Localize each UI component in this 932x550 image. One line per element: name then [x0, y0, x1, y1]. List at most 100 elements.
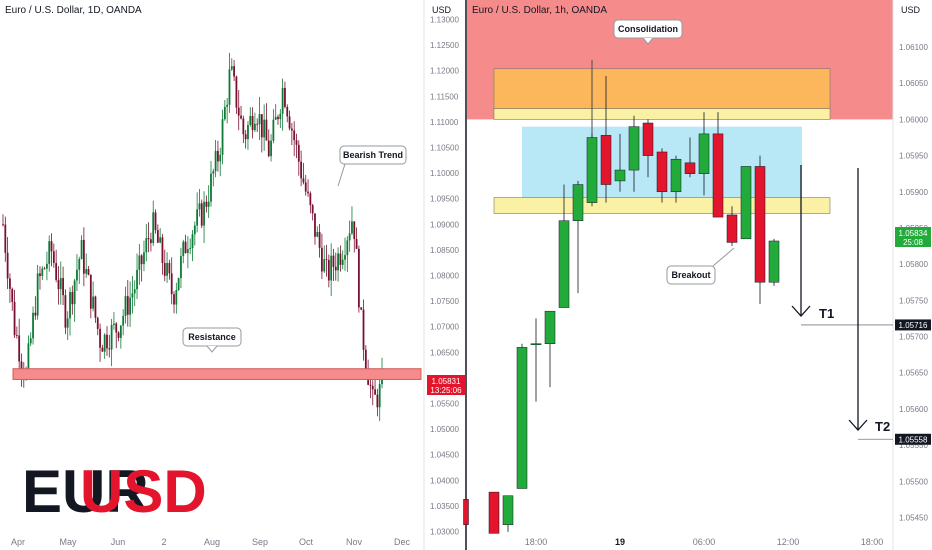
- daily-candle-body: [309, 193, 312, 206]
- upper-range-band: [493, 108, 831, 120]
- daily-candle-body: [318, 231, 321, 248]
- daily-candle-body: [62, 278, 64, 296]
- daily-candle-body: [39, 273, 41, 277]
- right-price-tick: 1.06000: [899, 115, 928, 124]
- daily-candle-body: [152, 212, 155, 244]
- hourly-candle-body: [740, 166, 752, 240]
- daily-candle-body: [96, 317, 99, 329]
- daily-candle-body: [274, 116, 277, 120]
- left-price-tick: 1.12500: [430, 41, 459, 50]
- brand-logo: EUR USD: [22, 458, 207, 525]
- daily-candle-body: [124, 296, 127, 316]
- daily-candle-body: [226, 104, 229, 107]
- right-time-tick: 12:00: [777, 537, 800, 547]
- daily-candle-body: [371, 385, 374, 390]
- daily-candle-body: [159, 237, 162, 243]
- daily-candle-body: [101, 347, 104, 352]
- left-price-tick: 1.04000: [430, 476, 459, 485]
- daily-candle-body: [321, 247, 323, 272]
- left-price-tick: 1.09000: [430, 220, 459, 229]
- right-price-tick: 1.05700: [899, 333, 928, 342]
- daily-candle-body: [281, 87, 284, 114]
- left-price-tick: 1.13000: [430, 15, 459, 24]
- left-panel: Euro / U.S. Dollar, 1D, OANDA USD 1.1300…: [2, 0, 465, 550]
- daily-candle-body: [244, 134, 247, 140]
- daily-candle-body: [27, 343, 30, 372]
- daily-candle-body: [279, 113, 282, 120]
- right-panel: Euro / U.S. Dollar, 1h, OANDA USD 1.0610…: [463, 0, 932, 550]
- resistance-callout: Resistance: [182, 327, 242, 353]
- target-1-price-box: [895, 319, 931, 331]
- daily-candle-body: [253, 123, 256, 131]
- right-price-tag: [895, 227, 931, 247]
- resistance-label: Resistance: [188, 332, 236, 342]
- daily-candle-body: [41, 268, 44, 277]
- daily-candle-body: [29, 338, 32, 344]
- hourly-candle-body: [768, 240, 780, 283]
- daily-candle-body: [378, 384, 381, 408]
- left-current-price: 1.05831: [432, 377, 461, 386]
- right-price-tick: 1.05950: [899, 152, 928, 161]
- daily-candle-body: [304, 182, 307, 192]
- daily-candle-body: [156, 230, 159, 243]
- daily-candle-body: [198, 203, 201, 210]
- right-price-tick: 1.05450: [899, 513, 928, 522]
- daily-candle-body: [52, 251, 55, 264]
- daily-candle-body: [189, 248, 192, 250]
- daily-candle-body: [87, 269, 90, 275]
- daily-candle-body: [20, 361, 23, 370]
- daily-candle-body: [295, 140, 298, 145]
- daily-candle-body: [240, 115, 242, 119]
- left-time-tick: Sep: [252, 537, 268, 547]
- daily-candle-body: [9, 278, 11, 289]
- daily-candle-body: [57, 279, 60, 290]
- daily-candle-body: [59, 278, 62, 290]
- hourly-candle-body: [628, 126, 640, 171]
- daily-candle-body: [145, 238, 148, 253]
- daily-candle-body: [4, 224, 7, 253]
- daily-candle-body: [64, 295, 67, 328]
- daily-candle-body: [48, 241, 51, 264]
- daily-candle-body: [214, 150, 217, 172]
- left-time-tick: 2: [161, 537, 166, 547]
- hourly-candle-body: [530, 343, 542, 345]
- daily-candle-body: [94, 296, 97, 318]
- hourly-candle-body: [670, 158, 682, 193]
- daily-candle-body: [46, 263, 48, 269]
- daily-candle-body: [138, 255, 141, 270]
- left-price-tag: [427, 375, 465, 395]
- target-1-label: T1: [819, 306, 834, 321]
- daily-candle-body: [78, 259, 81, 270]
- daily-candle-body: [351, 221, 353, 234]
- left-price-tick: 1.03500: [430, 502, 459, 511]
- daily-candle-body: [180, 256, 182, 279]
- daily-candle-body: [11, 288, 14, 302]
- daily-candle-body: [186, 249, 189, 254]
- daily-candle-body: [150, 239, 152, 244]
- right-chart-title: Euro / U.S. Dollar, 1h, OANDA: [472, 5, 607, 16]
- daily-candle-body: [32, 312, 34, 339]
- hourly-candle-body: [754, 166, 766, 283]
- hourly-candle-body: [642, 122, 654, 156]
- daily-candle-body: [267, 140, 270, 157]
- daily-candle-body: [233, 66, 235, 77]
- consolidation-callout: Consolidation: [613, 19, 683, 45]
- daily-candle-body: [334, 266, 337, 271]
- right-price-axis: 1.06100 1.06050 1.06000 1.05950 1.05900 1.058…: [899, 43, 928, 522]
- left-price-tick: 1.05000: [430, 425, 459, 434]
- daily-candle-body: [166, 263, 168, 276]
- right-time-tick: 06:00: [693, 537, 716, 547]
- daily-candle-body: [360, 307, 363, 310]
- left-time-tick: Oct: [299, 537, 314, 547]
- daily-candle-body: [203, 201, 205, 226]
- daily-candle-body: [258, 114, 261, 125]
- left-price-tick: 1.12000: [430, 67, 459, 76]
- daily-candle-body: [332, 255, 335, 267]
- left-time-tick: May: [59, 537, 77, 547]
- left-price-tick: 1.04500: [430, 451, 459, 460]
- target-2-price-tag: 1.05558: [895, 433, 931, 445]
- daily-candle-body: [168, 263, 171, 274]
- left-time-tick: Apr: [11, 537, 25, 547]
- daily-candle-body: [230, 66, 233, 70]
- hourly-candle-body: [488, 491, 500, 534]
